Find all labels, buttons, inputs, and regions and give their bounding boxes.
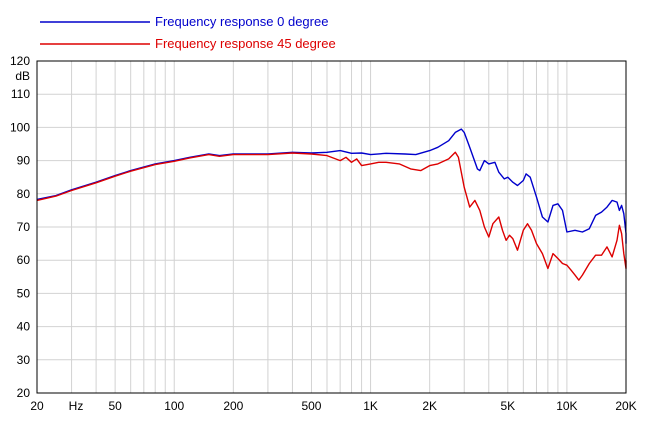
- y-axis-label: dB: [15, 69, 30, 83]
- legend: Frequency response 0 degree Frequency re…: [40, 14, 336, 51]
- x-tick-label: 5K: [500, 399, 515, 413]
- y-tick-label: 120: [10, 54, 30, 68]
- x-axis-tick-labels: 20 50 100 200 500 1K 2K 5K 10K 20K: [30, 399, 636, 413]
- x-tick-label: 2K: [422, 399, 437, 413]
- y-tick-label: 100: [10, 120, 30, 134]
- x-tick-label: 20K: [615, 399, 636, 413]
- y-tick-label: 60: [17, 253, 31, 267]
- x-tick-label: 20: [30, 399, 44, 413]
- x-tick-label: 500: [301, 399, 321, 413]
- x-tick-label: 1K: [363, 399, 378, 413]
- y-tick-label: 50: [17, 286, 31, 300]
- x-tick-label: 10K: [556, 399, 577, 413]
- series-layer: [36, 128, 627, 281]
- legend-label-0-degree: Frequency response 0 degree: [155, 14, 328, 29]
- y-axis-tick-labels: 20 30 40 50 60 70 80 90 100 110 120: [10, 54, 30, 400]
- y-tick-label: 70: [17, 220, 31, 234]
- y-tick-label: 30: [17, 353, 31, 367]
- legend-label-45-degree: Frequency response 45 degree: [155, 36, 336, 51]
- plot-frame: [36, 60, 627, 394]
- y-tick-label: 90: [17, 154, 31, 168]
- series-line-1: [36, 151, 627, 281]
- y-tick-label: 110: [11, 87, 30, 101]
- y-tick-label: 20: [17, 386, 31, 400]
- x-tick-label: 200: [223, 399, 243, 413]
- x-tick-label: 100: [164, 399, 184, 413]
- y-tick-label: 80: [17, 187, 31, 201]
- x-axis-label: Hz: [69, 399, 84, 413]
- y-tick-label: 40: [17, 320, 31, 334]
- x-tick-label: 50: [108, 399, 122, 413]
- plot-grid: [37, 61, 626, 393]
